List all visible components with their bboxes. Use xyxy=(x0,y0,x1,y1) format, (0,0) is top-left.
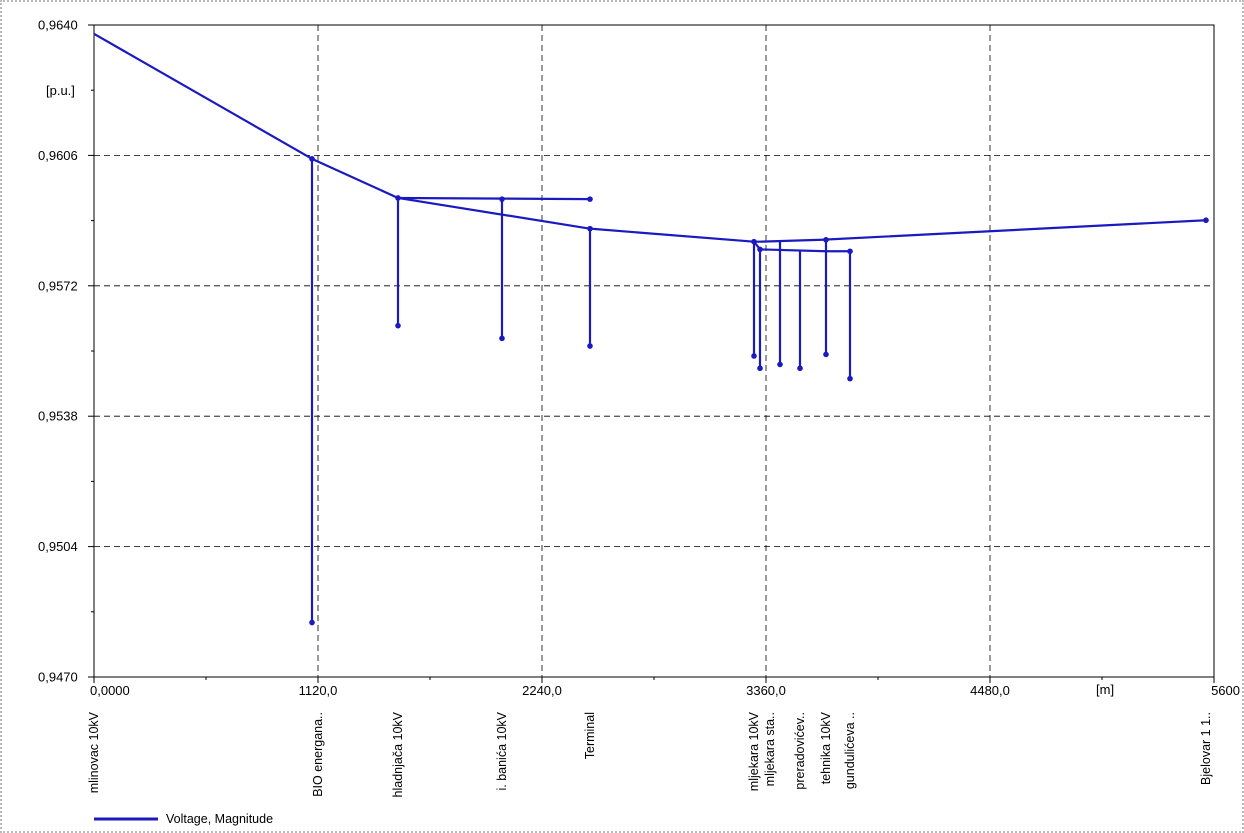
bus-node-marker xyxy=(847,248,853,255)
axis-ticks: 0,0000 1120,0 2240,0 3360,0 4480,0 5600 0,9640… xyxy=(38,18,1240,699)
bus-node-marker xyxy=(309,619,315,626)
x-axis-unit-label: [m] xyxy=(1096,682,1114,697)
branch-segment xyxy=(397,196,591,201)
x-tick-label: 4480,0 xyxy=(970,683,1010,698)
bus-node-marker xyxy=(587,225,593,232)
bus-node-marker xyxy=(395,195,401,201)
bus-label: preradovićev.. xyxy=(793,712,807,790)
y-tick-label: 0,9640 xyxy=(38,18,78,33)
bus-node-marker xyxy=(797,365,803,372)
bus-node-marker xyxy=(309,156,315,162)
bus-label: BIO energana.. xyxy=(311,712,325,797)
bus-node-marker xyxy=(587,343,593,349)
legend: Voltage, Magnitude xyxy=(94,812,273,826)
bus-node-marker xyxy=(499,335,505,342)
legend-entry-voltage-magnitude: Voltage, Magnitude xyxy=(166,812,273,826)
bus-node-marker xyxy=(757,365,763,372)
feeder-profile-line xyxy=(93,32,850,253)
y-axis-unit-label: [p.u.] xyxy=(46,83,75,98)
bus-label: mlinovac 10kV xyxy=(87,711,101,793)
feeder-profile-line-branch xyxy=(754,219,1207,243)
bus-label: Terminal xyxy=(583,712,597,759)
bus-node-marker xyxy=(757,246,763,253)
bus-labels: mlinovac 10kV BIO energana.. hladnjača 10k… xyxy=(87,711,1213,797)
bus-label: mljekara sta.. xyxy=(763,712,777,786)
bus-node-marker xyxy=(499,196,505,202)
plot-area-border xyxy=(93,24,1215,678)
grid xyxy=(94,25,1214,677)
voltage-magnitude-series xyxy=(93,32,1209,626)
bus-node-marker xyxy=(823,351,829,358)
x-tick-label: 1120,0 xyxy=(299,683,338,698)
bus-node-marker xyxy=(751,238,757,245)
bus-label: i. banića 10kV xyxy=(495,711,509,790)
bus-label: Bjelovar 1 1.. xyxy=(1199,712,1213,785)
y-tick-label: 0,9572 xyxy=(38,278,78,293)
x-tick-label: 2240,0 xyxy=(522,683,562,698)
bus-node-marker xyxy=(1203,217,1209,224)
bus-label: hladnjača 10kV xyxy=(391,711,405,797)
bus-label: tehnika 10kV xyxy=(819,711,833,784)
bus-node-marker xyxy=(751,353,757,359)
y-tick-label: 0,9470 xyxy=(38,670,78,685)
bus-node-marker xyxy=(395,322,401,329)
y-tick-label: 0,9538 xyxy=(38,409,78,424)
bus-node-marker xyxy=(777,361,783,368)
x-tick-label: 0,0000 xyxy=(90,683,130,698)
y-tick-label: 0,9606 xyxy=(38,148,78,163)
bus-node-marker xyxy=(847,375,853,382)
x-tick-label: 5600 xyxy=(1211,683,1240,698)
bus-node-marker xyxy=(587,196,593,202)
y-tick-label: 0,9504 xyxy=(38,539,78,554)
x-tick-label: 3360,0 xyxy=(746,683,786,698)
bus-label: gundulićeva .. xyxy=(843,712,857,789)
bus-label: mljekara 10kV xyxy=(747,711,761,791)
bus-node-marker xyxy=(823,236,829,243)
